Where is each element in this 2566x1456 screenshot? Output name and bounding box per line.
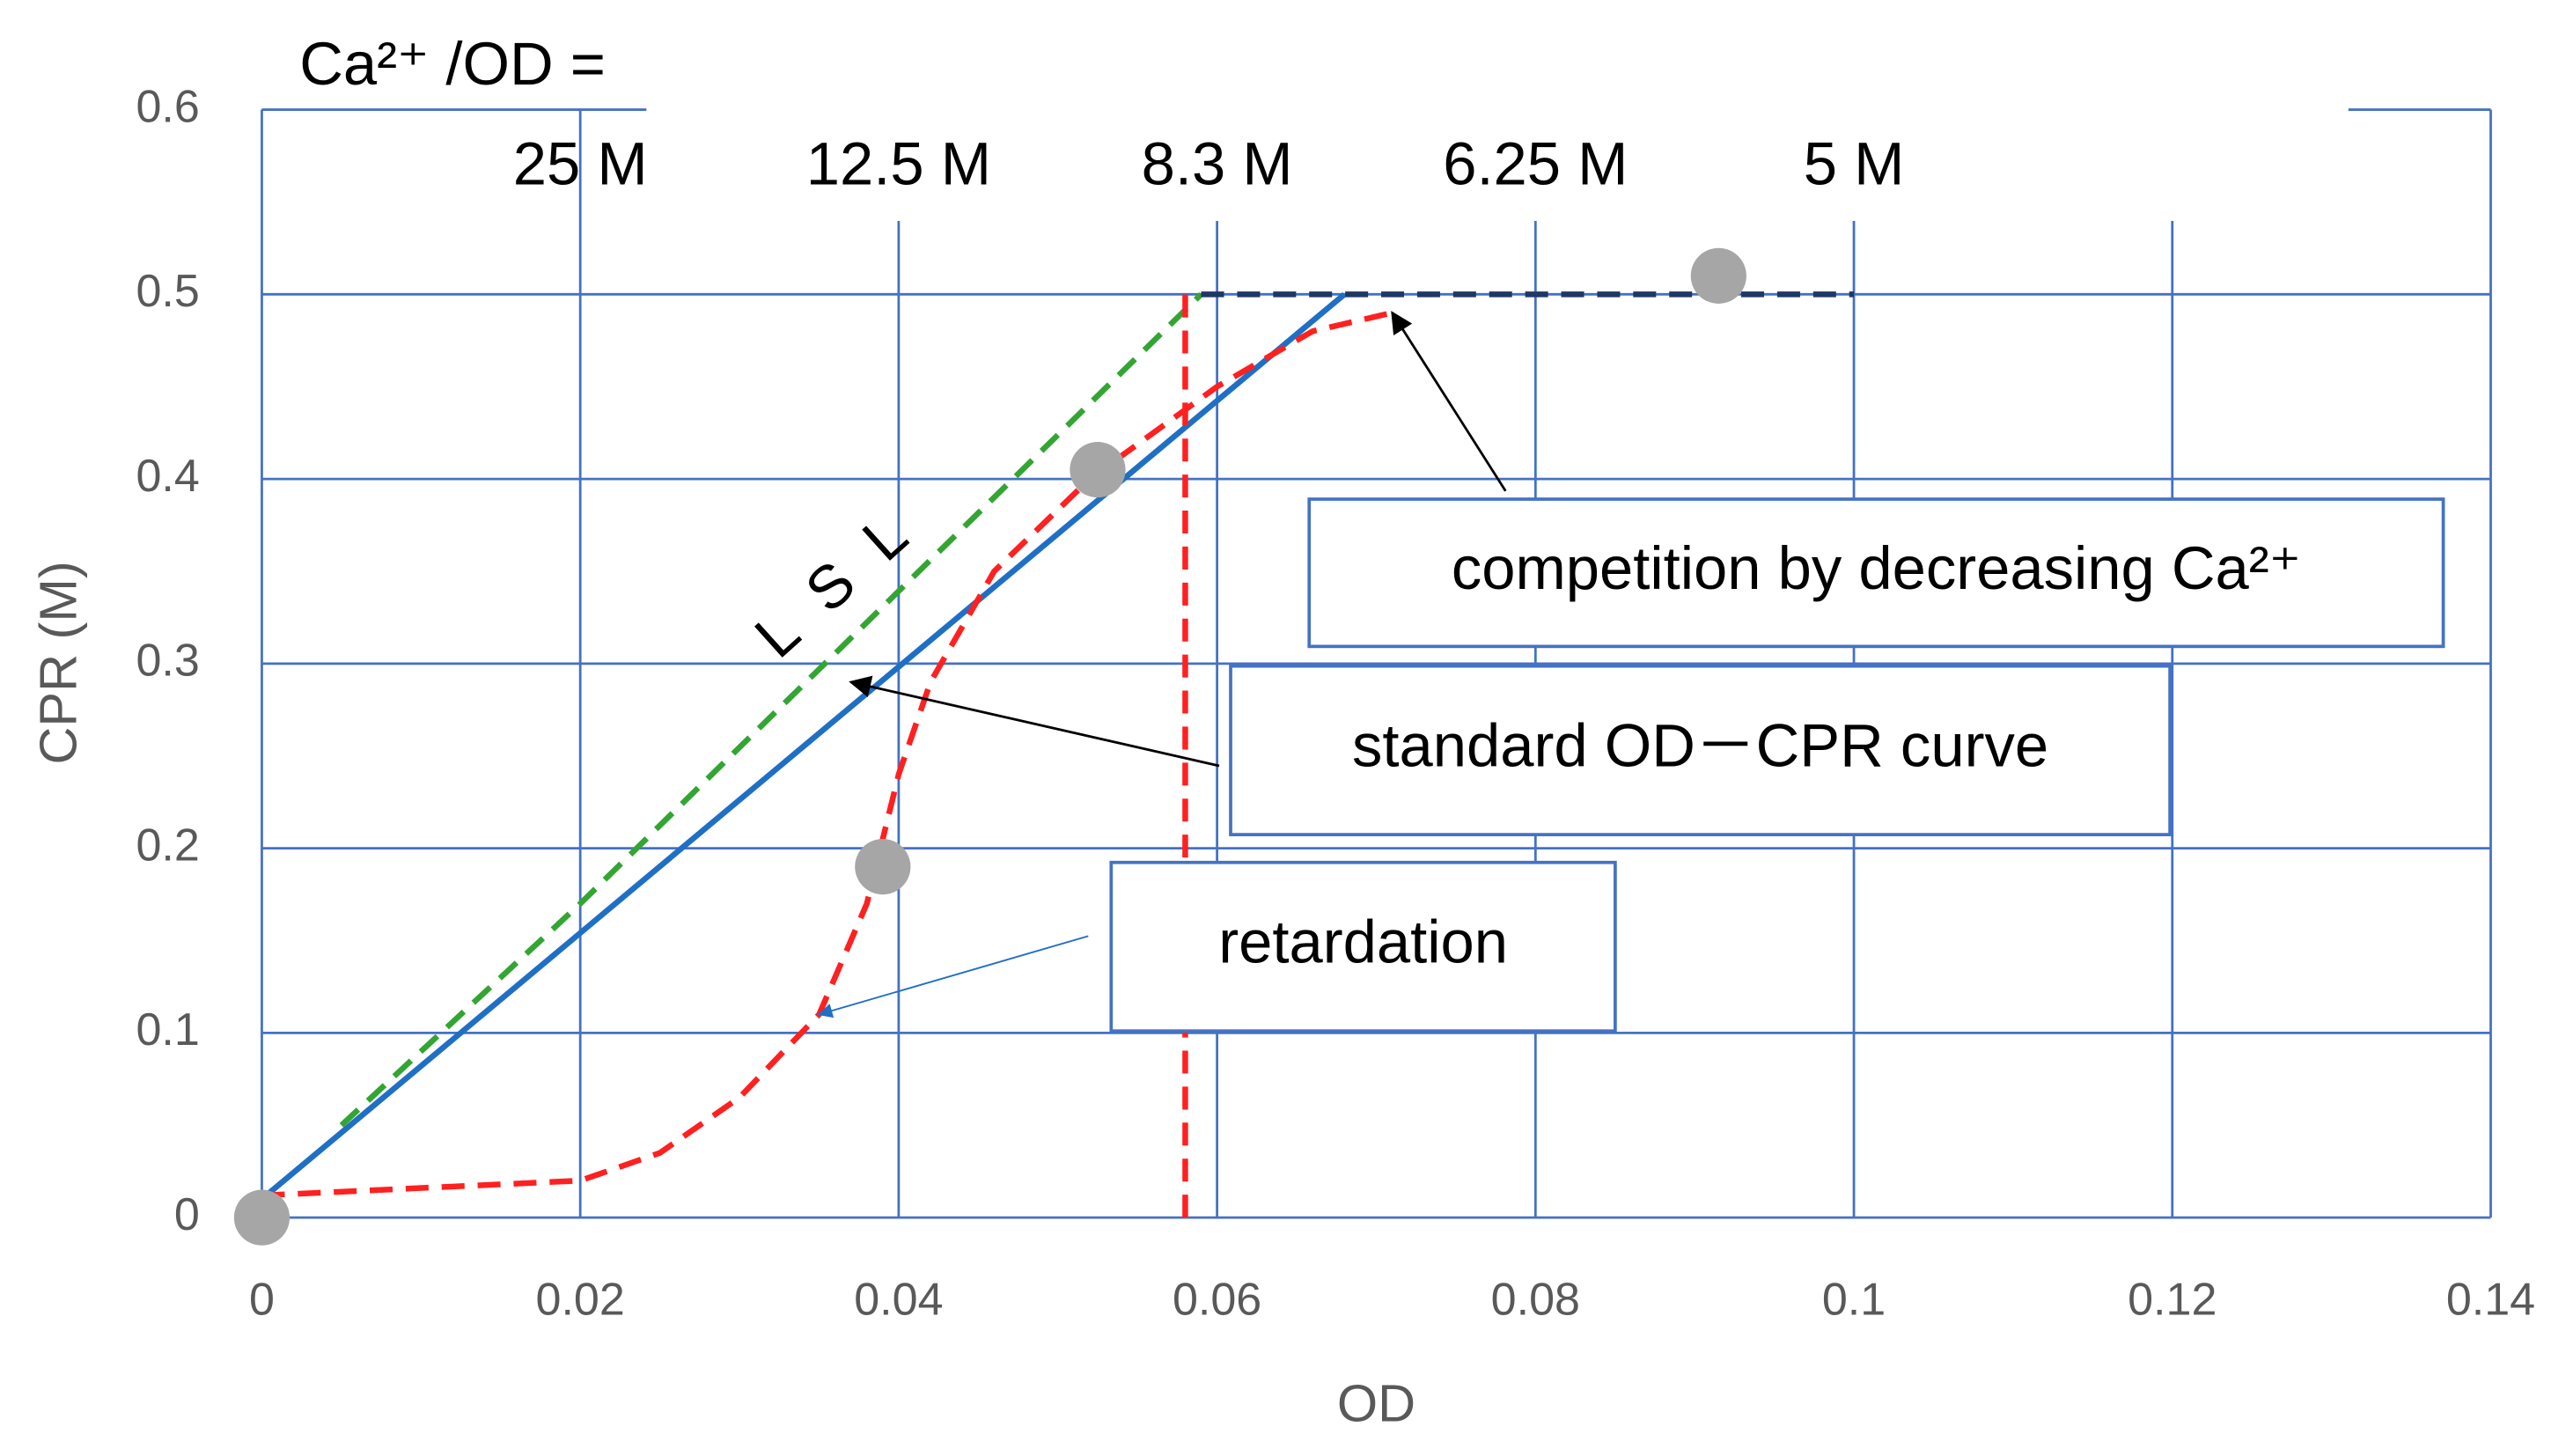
chart-title: Ca²⁺ /OD = [299, 30, 606, 98]
y-tick-label: 0 [174, 1189, 200, 1240]
top-label: 12.5 M [806, 130, 991, 198]
top-label: 5 M [1804, 130, 1905, 198]
annotation-box [1109, 860, 1617, 1033]
y-tick-label: 0.1 [136, 1004, 199, 1055]
annotations: competition by decreasing Ca²⁺ standard O… [817, 311, 2445, 1033]
annotation-arrow [817, 935, 1089, 1018]
marker [1690, 247, 1746, 304]
x-tick-label: 0.08 [1491, 1275, 1580, 1326]
series-line [260, 291, 1347, 1202]
top-label: 8.3 M [1142, 130, 1293, 198]
top-label: 25 M [513, 130, 648, 198]
x-tick-label: 0.02 [536, 1275, 625, 1326]
annotation-text: competition by decreasing Ca²⁺ [1452, 534, 2301, 602]
x-tick-label: 0.06 [1173, 1275, 1261, 1326]
x-tick-label: 0.1 [1822, 1275, 1886, 1326]
y-tick-label: 0.6 [136, 81, 199, 132]
annotation-arrow [849, 675, 1220, 768]
marker [233, 1189, 290, 1246]
x-tick-label: 0.04 [854, 1275, 943, 1326]
annotation-text: retardation [1218, 908, 1508, 976]
series-line [339, 291, 1203, 1128]
x-tick-label: 0.14 [2446, 1275, 2535, 1326]
x-tick-label: 0.12 [2128, 1275, 2217, 1326]
top-label: 6.25 M [1443, 130, 1628, 198]
y-tick-label: 0.5 [136, 266, 199, 317]
marker [1070, 441, 1126, 498]
marker [855, 838, 911, 895]
annotation-box [1307, 497, 2445, 649]
annotation-box [1229, 664, 2172, 836]
x-tick-label: 0 [249, 1275, 275, 1326]
annotation-arrow [1391, 311, 1507, 492]
y-tick-label: 0.3 [136, 636, 199, 687]
annotation-text: standard OD－CPR curve [1352, 712, 2048, 780]
label-mask [646, 98, 2349, 221]
y-tick-label: 0.2 [136, 820, 199, 871]
y-tick-label: 0.4 [136, 451, 199, 502]
series-line [261, 310, 1393, 1199]
y-axis-label: CPR (M) [28, 561, 87, 764]
x-axis-label: OD [1337, 1374, 1415, 1433]
plot [233, 247, 1855, 1246]
